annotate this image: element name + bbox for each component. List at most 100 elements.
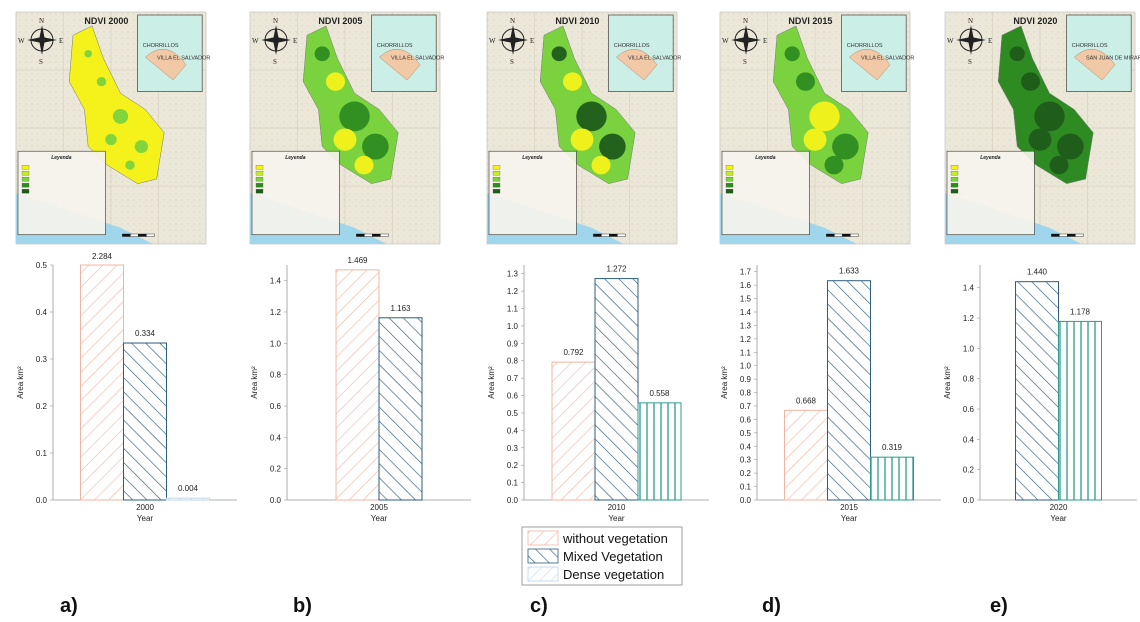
x-axis-label: Year xyxy=(371,514,388,523)
map-legend-swatch xyxy=(725,177,734,182)
compass-needle-ew xyxy=(261,37,291,43)
y-tick-label: 0.9 xyxy=(507,339,519,348)
y-tick-label: 1.4 xyxy=(740,308,752,317)
map-legend-swatch xyxy=(255,183,264,188)
bar xyxy=(80,264,124,501)
compass-needle-ew xyxy=(498,37,528,43)
map-title: NDVI 2020 xyxy=(1013,16,1057,26)
map-scale-bar-segment xyxy=(601,233,610,237)
y-tick-label: 0.8 xyxy=(740,389,752,398)
x-category-label: 2005 xyxy=(370,503,388,512)
map-vegetation-patch xyxy=(354,155,374,175)
map-scale-bar-segment xyxy=(146,233,155,237)
inset-map-shape xyxy=(1073,48,1116,81)
map-scale-bar-segment xyxy=(372,233,381,237)
map-vegetation-patch xyxy=(362,133,389,160)
y-tick-label: 0.4 xyxy=(963,435,975,444)
inset-map-shape xyxy=(378,48,421,81)
compass-n: N xyxy=(743,17,748,25)
map-title: NDVI 2000 xyxy=(84,16,128,26)
compass-w: W xyxy=(18,37,25,45)
map-legend-swatch xyxy=(725,165,734,170)
y-tick-label: 1.1 xyxy=(740,348,752,357)
map-legend-swatch xyxy=(492,177,501,182)
map-panel-5: CHORRILLOS SAN JUAN DE MIRAFLORES NDVI 202… xyxy=(944,11,1140,245)
map-legend-title: Leyenda xyxy=(980,155,1001,161)
map-legend-box xyxy=(721,150,810,236)
bar-value-label: 2.284 xyxy=(92,252,113,261)
y-tick-label: 1.4 xyxy=(963,284,975,293)
map-vegetation-patch xyxy=(576,101,607,132)
inset-label-a: CHORRILLOS xyxy=(143,43,179,49)
y-tick-label: 1.3 xyxy=(740,321,752,330)
x-axis-label: Year xyxy=(841,514,858,523)
bar-chart-3: 0.0 0.1 0.2 0.3 0.4 0.5 0.6 0.7 0.8 0.9 1.0 1.1 1.2 1… xyxy=(487,265,709,523)
map-legend-swatch xyxy=(492,171,501,176)
y-tick-label: 0.9 xyxy=(740,375,752,384)
bar-chart-4: 0.0 0.1 0.2 0.3 0.4 0.5 0.6 0.7 0.8 0.9 1.0 1.1 1.2 1… xyxy=(720,265,941,523)
inset-label-b: VILLA EL SALVADOR xyxy=(391,55,444,61)
map-vegetation-patch xyxy=(809,101,840,132)
map-panel-1: CHORRILLOS VILLA EL SALVADOR NDVI 2000 N S W E… xyxy=(15,11,210,245)
map-vegetation-patch xyxy=(1034,101,1065,132)
y-tick-label: 0.0 xyxy=(740,496,752,505)
compass-e: E xyxy=(763,37,767,45)
map-legend-swatch xyxy=(725,171,734,176)
map-scale-bar-segment xyxy=(593,233,602,237)
bar xyxy=(378,317,423,501)
inset-map-shape xyxy=(615,48,658,81)
inset-label-b: VILLA EL SALVADOR xyxy=(861,55,914,61)
y-tick-label: 0.5 xyxy=(36,261,48,270)
map-vegetation-patch xyxy=(314,46,330,62)
x-category-label: 2010 xyxy=(608,503,626,512)
compass-w: W xyxy=(947,37,954,45)
map-vegetation-patch xyxy=(591,155,611,175)
y-tick-label: 0.8 xyxy=(270,371,282,380)
map-legend-swatch xyxy=(21,183,30,188)
bar xyxy=(594,278,639,501)
map-scale-bar-segment xyxy=(1059,233,1068,237)
y-tick-label: 0.2 xyxy=(270,465,282,474)
inset-map-shape xyxy=(144,48,187,81)
map-vegetation-patch xyxy=(551,46,567,62)
map-vegetation-patch xyxy=(1028,128,1052,151)
map-legend-swatch xyxy=(950,165,959,170)
map-vegetation-patch xyxy=(1057,133,1084,160)
compass-needle-ew xyxy=(27,37,57,43)
map-vegetation-patch xyxy=(1049,155,1069,175)
compass-e: E xyxy=(988,37,992,45)
bar-value-label: 1.163 xyxy=(390,304,411,313)
y-tick-label: 1.2 xyxy=(507,287,519,296)
map-vegetation-patch xyxy=(784,46,800,62)
map-legend-swatch xyxy=(950,171,959,176)
y-tick-label: 0.6 xyxy=(740,415,752,424)
y-tick-label: 0.8 xyxy=(963,375,975,384)
bar xyxy=(637,402,682,501)
map-panel-4: CHORRILLOS VILLA EL SALVADOR NDVI 2015 N S W E… xyxy=(719,11,914,245)
map-vegetation-patch xyxy=(796,72,815,91)
bar-chart-1: 0.0 0.1 0.2 0.3 0.4 0.5 2.284 0.334 0.004 2000 Yea… xyxy=(16,252,237,523)
inset-label-a: CHORRILLOS xyxy=(1072,43,1108,49)
map-scale-bar-segment xyxy=(617,233,626,237)
inset-map-shape xyxy=(848,48,891,81)
map-scale-bar-segment xyxy=(834,233,843,237)
bar-value-label: 0.668 xyxy=(796,396,817,405)
map-scale-bar-segment xyxy=(609,233,618,237)
bar-value-label: 0.319 xyxy=(882,443,903,452)
map-scale-bar-segment xyxy=(380,233,389,237)
inset-label-b: SAN JUAN DE MIRAFLORES xyxy=(1086,55,1140,61)
y-tick-label: 0.4 xyxy=(270,433,282,442)
bar xyxy=(870,456,914,501)
map-vegetation-patch xyxy=(105,134,117,146)
compass-e: E xyxy=(59,37,63,45)
legend-label-without: without vegetation xyxy=(562,531,668,546)
x-category-label: 2015 xyxy=(840,503,858,512)
y-tick-label: 1.2 xyxy=(963,314,975,323)
y-tick-label: 0.0 xyxy=(507,496,519,505)
bar xyxy=(784,409,828,501)
map-vegetation-patch xyxy=(326,72,345,91)
map-vegetation-patch xyxy=(824,155,844,175)
y-tick-label: 0.7 xyxy=(740,402,752,411)
map-legend-title: Leyenda xyxy=(522,155,543,161)
